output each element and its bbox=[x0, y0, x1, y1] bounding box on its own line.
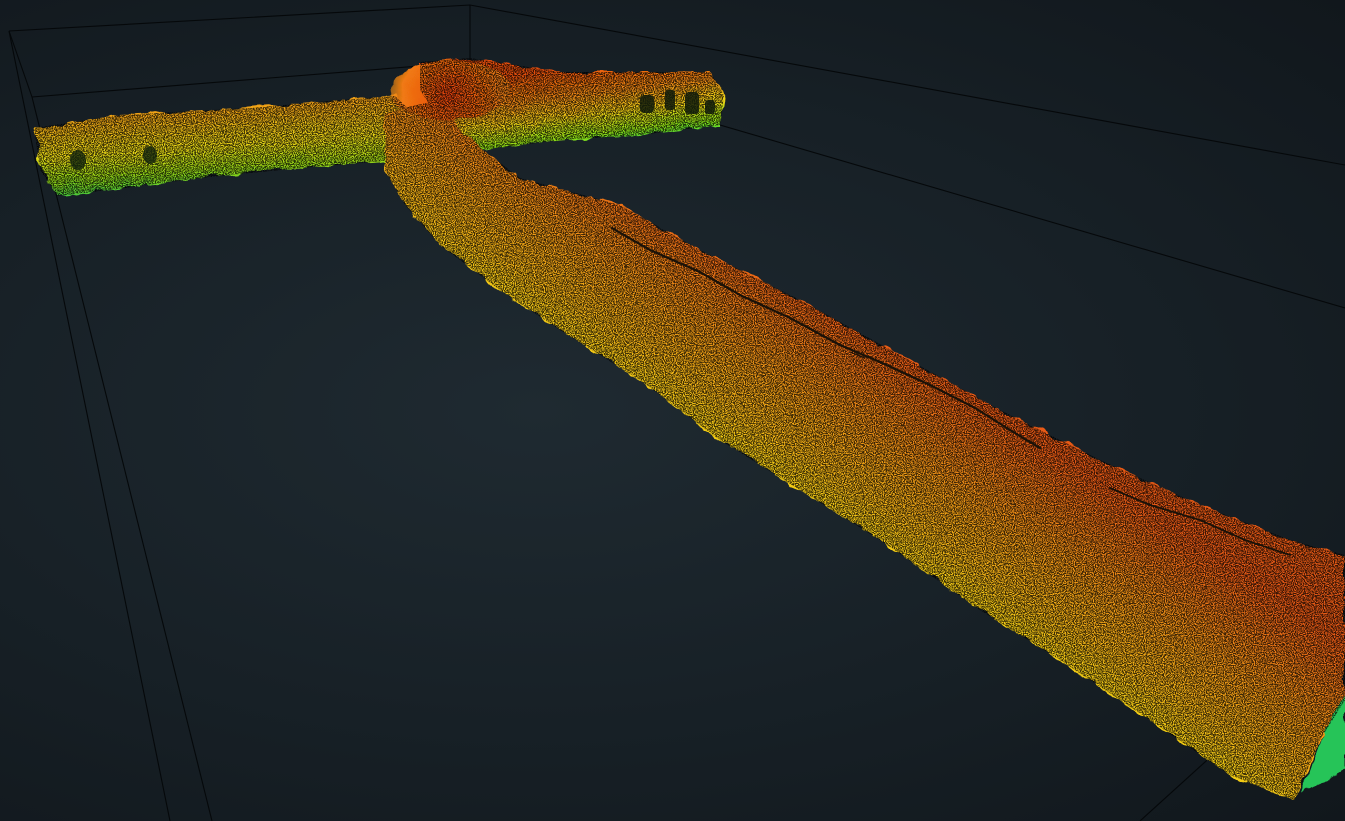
left-branch-holes bbox=[70, 146, 157, 170]
bounding-box bbox=[8, 4, 1345, 821]
right-branch-holes bbox=[640, 90, 715, 114]
point-density-overlay bbox=[34, 58, 1345, 800]
surface-cracks bbox=[610, 226, 1291, 556]
